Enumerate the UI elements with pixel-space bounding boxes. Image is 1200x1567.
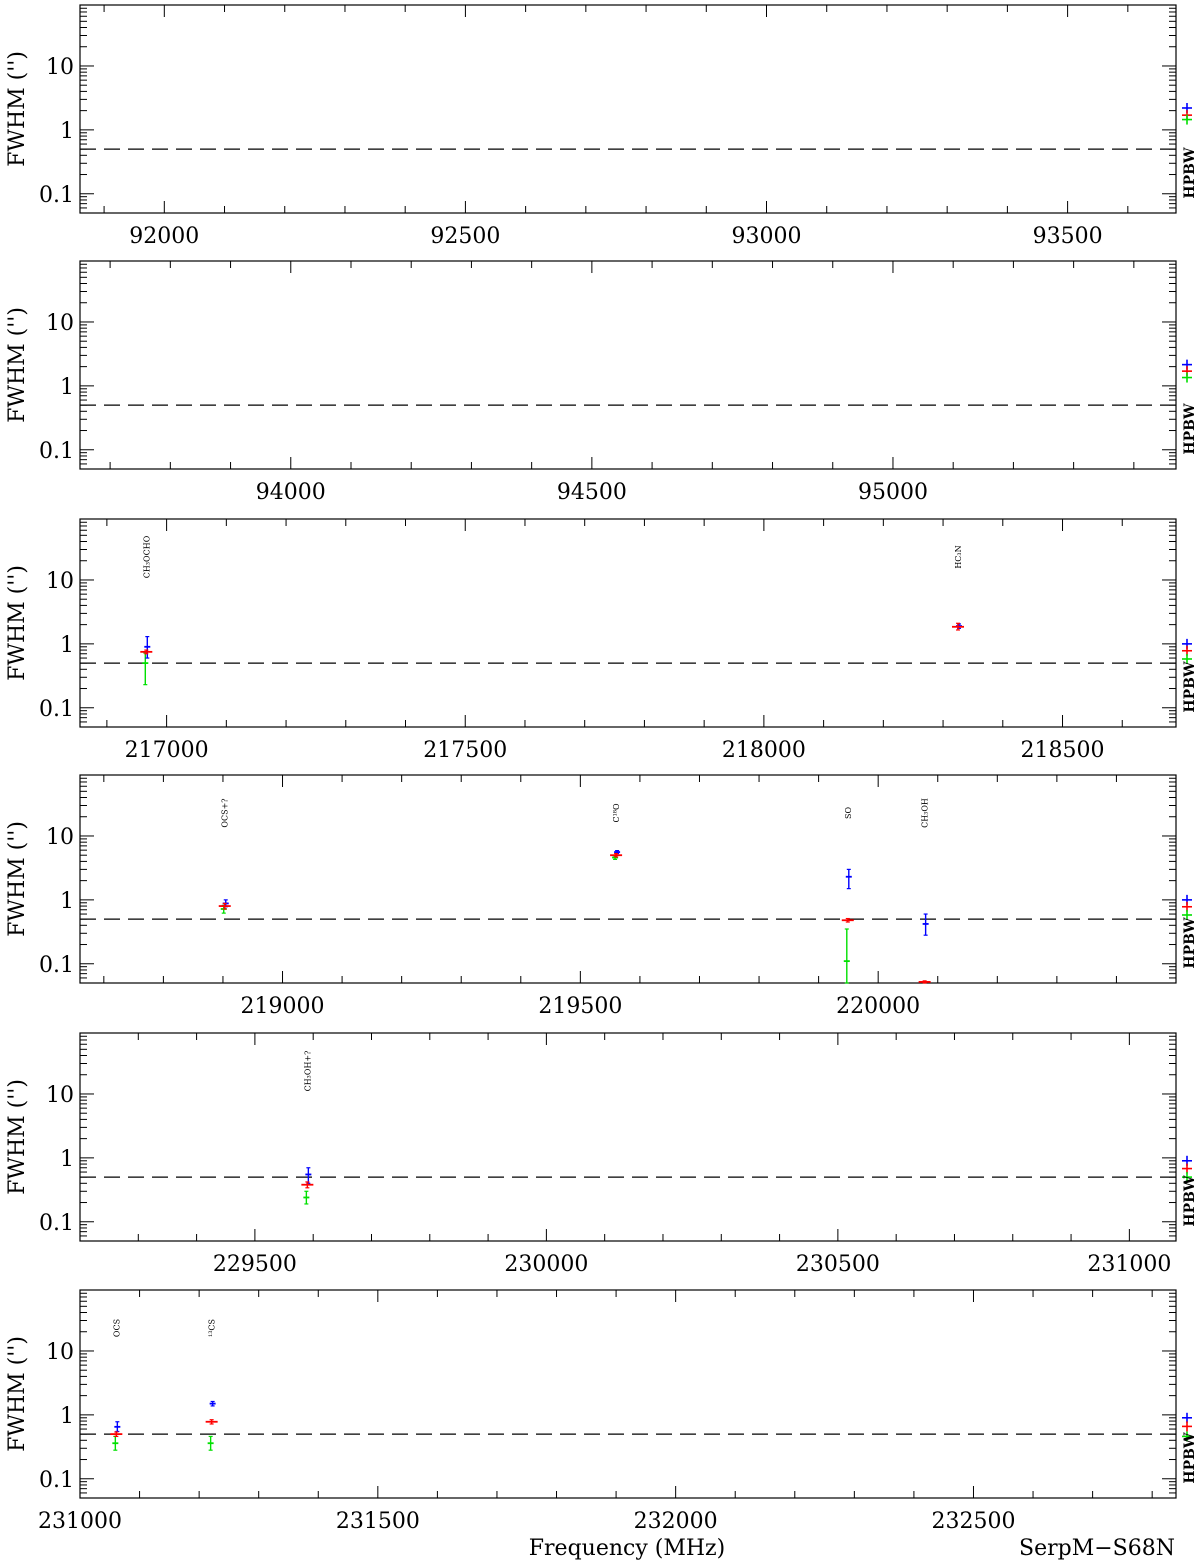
x-axis-label: Frequency (MHz): [529, 1536, 725, 1561]
hpbw-label: HPBW: [1182, 1175, 1198, 1227]
x-tick-label: 94000: [256, 480, 326, 505]
y-axis-label: FWHM (''): [5, 1079, 30, 1195]
y-axis-label: FWHM (''): [5, 565, 30, 681]
spectral-line: SO: [841, 807, 854, 984]
y-tick-label: 0.1: [39, 1211, 74, 1236]
x-tick-label: 232500: [931, 1509, 1015, 1534]
line-label: OCS: [112, 1319, 121, 1337]
y-tick-label: 1: [60, 889, 74, 914]
y-tick-label: 1: [60, 1404, 74, 1429]
hpbw-label: HPBW: [1182, 661, 1198, 713]
y-tick-label: 10: [46, 825, 74, 850]
y-tick-label: 0.1: [39, 183, 74, 208]
spectral-line: CH₃OH: [918, 798, 931, 984]
x-tick-label: 219500: [538, 994, 622, 1019]
y-tick-label: 10: [46, 55, 74, 80]
y-tick-label: 1: [60, 633, 74, 658]
line-label: CH₃OH: [921, 798, 930, 828]
x-tick-label: 231500: [336, 1509, 420, 1534]
spectral-line: HC₃N: [951, 545, 964, 631]
plot-frame: [79, 260, 1177, 470]
x-tick-label: 217000: [125, 738, 209, 763]
panel-3: 217000 217500 218000 218500 0.1 1 10 FWHM ('') H…: [5, 518, 1198, 763]
panel-4: 219000 219500 220000 0.1 1 10 FWHM ('') HPBW OCS…: [5, 774, 1198, 1019]
x-tick-label: 217500: [423, 738, 507, 763]
y-axis-label: FWHM (''): [5, 821, 30, 937]
x-tick-label: 218000: [722, 738, 806, 763]
x-tick-label: 230000: [504, 1252, 588, 1277]
spectral-line: CH₃OCHO: [140, 535, 153, 686]
spectral-line: C¹⁸O: [610, 803, 623, 860]
line-label: CH₃OCHO: [142, 535, 151, 578]
y-tick-label: 10: [46, 1083, 74, 1108]
panel-2: 94000 94500 95000 0.1 1 10 FWHM ('') HPBW: [5, 260, 1198, 505]
x-tick-label: 219000: [241, 994, 325, 1019]
x-tick-label: 92500: [430, 224, 500, 249]
x-tick-label: 94500: [557, 480, 627, 505]
spectral-line: OCS: [110, 1319, 123, 1451]
spectral-line: CH₃OH+?: [301, 1051, 314, 1205]
y-tick-label: 10: [46, 569, 74, 594]
y-tick-label: 1: [60, 375, 74, 400]
y-tick-label: 1: [60, 119, 74, 144]
x-tick-label: 95000: [858, 480, 928, 505]
y-tick-label: 10: [46, 1340, 74, 1365]
hpbw-label: HPBW: [1182, 917, 1198, 969]
hpbw-label: HPBW: [1182, 147, 1198, 199]
source-label: SerpM−S68N: [1019, 1536, 1175, 1561]
panel-1: 92000 92500 93000 93500 0.1 1 10 FWHM ('') HPBW: [5, 4, 1198, 249]
x-tick-label: 231000: [38, 1509, 122, 1534]
y-tick-label: 0.1: [39, 953, 74, 978]
hpbw-label: HPBW: [1182, 403, 1198, 455]
line-label: HC₃N: [954, 545, 963, 568]
plot-frame: [79, 1032, 1177, 1242]
spectral-line: OCS+?: [218, 798, 231, 914]
x-tick-label: 218500: [1021, 738, 1105, 763]
plot-frame: [79, 4, 1177, 214]
spectral-line: ¹³CS: [205, 1319, 218, 1451]
x-tick-label: 229500: [213, 1252, 297, 1277]
line-label: SO: [844, 807, 853, 819]
plot-frame: [79, 1289, 1177, 1499]
y-tick-label: 1: [60, 1147, 74, 1172]
line-label: OCS+?: [221, 798, 230, 827]
y-tick-label: 10: [46, 311, 74, 336]
x-tick-label: 92000: [129, 224, 199, 249]
hpbw-label: HPBW: [1182, 1432, 1198, 1484]
panel-6: 231000 231500 232000 232500 0.1 1 10 FWHM ('') H…: [5, 1289, 1198, 1534]
y-tick-label: 0.1: [39, 439, 74, 464]
x-tick-label: 232000: [634, 1509, 718, 1534]
y-axis-label: FWHM (''): [5, 1336, 30, 1452]
x-tick-label: 93500: [1033, 224, 1103, 249]
plot-frame: [79, 518, 1177, 728]
y-tick-label: 0.1: [39, 1468, 74, 1493]
line-label: C¹⁸O: [612, 803, 621, 823]
plot-frame: [79, 774, 1177, 984]
x-tick-label: 220000: [836, 994, 920, 1019]
y-tick-label: 0.1: [39, 697, 74, 722]
x-tick-label: 93000: [732, 224, 802, 249]
line-label: CH₃OH+?: [303, 1051, 312, 1092]
x-tick-label: 230500: [796, 1252, 880, 1277]
y-axis-label: FWHM (''): [5, 307, 30, 423]
x-tick-label: 231000: [1087, 1252, 1171, 1277]
y-axis-label: FWHM (''): [5, 51, 30, 167]
line-label: ¹³CS: [208, 1319, 217, 1337]
panel-5: 229500 230000 230500 231000 0.1 1 10 FWHM ('') H…: [5, 1032, 1198, 1277]
